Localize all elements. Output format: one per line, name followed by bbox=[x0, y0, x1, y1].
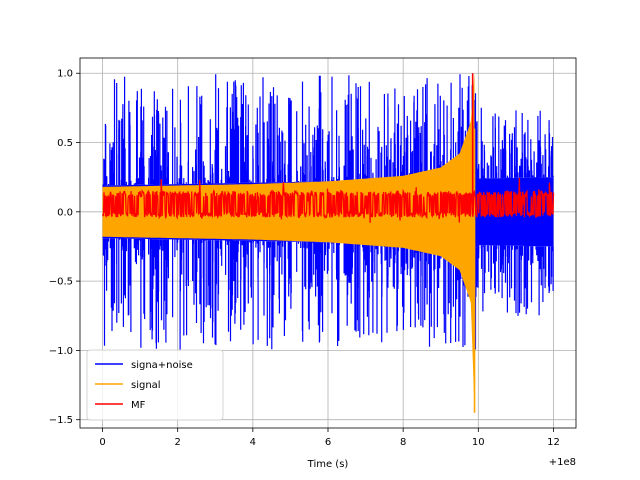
y-tick-label: 1.0 bbox=[57, 69, 73, 80]
x-tick-label: 4 bbox=[250, 437, 256, 448]
y-tick-label: 0.0 bbox=[57, 207, 73, 218]
y-tick-label: 0.5 bbox=[57, 138, 73, 149]
x-tick-label: 10 bbox=[472, 437, 485, 448]
series-mf bbox=[101, 73, 555, 223]
y-tick-label: −0.5 bbox=[49, 277, 73, 288]
y-tick-label: −1.5 bbox=[49, 415, 73, 426]
signal-band bbox=[102, 73, 475, 413]
series-layer bbox=[101, 73, 555, 413]
x-tick-label: 6 bbox=[325, 437, 331, 448]
y-tick-label: −1.0 bbox=[49, 346, 73, 357]
x-tick-label: 0 bbox=[99, 437, 105, 448]
x-axis-label: Time (s) bbox=[307, 459, 349, 470]
legend-label: MF bbox=[131, 400, 146, 411]
series-signal bbox=[102, 73, 476, 413]
x-offset-label: +1e8 bbox=[549, 457, 576, 468]
x-tick-label: 2 bbox=[175, 437, 181, 448]
ticks: 0 2 4 6 8 10 12 −1.5 −1.0 −0.5 0.0 0.5 1.0 bbox=[49, 69, 560, 448]
x-tick-label: 8 bbox=[400, 437, 406, 448]
mf-trace bbox=[101, 177, 555, 223]
legend-box bbox=[86, 349, 224, 421]
x-tick-label: 12 bbox=[547, 437, 560, 448]
legend-label: signa+noise bbox=[131, 360, 193, 371]
legend-label: signal bbox=[131, 380, 161, 391]
legend: signa+noise signal MF bbox=[86, 349, 224, 421]
